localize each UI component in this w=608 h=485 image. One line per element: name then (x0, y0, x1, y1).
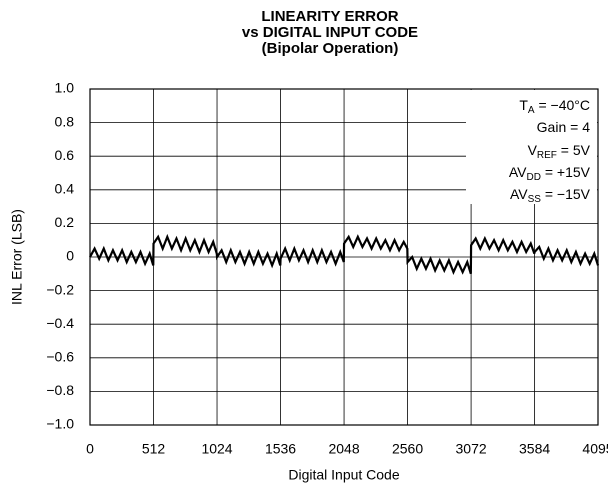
annotation-text: = +15V (541, 164, 591, 180)
annotation-text: T (519, 97, 528, 113)
annotation: TA = −40°C (519, 97, 590, 116)
x-tick-label: 1024 (201, 441, 232, 457)
annotation-text: V (528, 142, 538, 158)
annotation-text: = 5V (557, 142, 591, 158)
annotation-text: Gain = 4 (537, 119, 591, 135)
y-tick-label: −0.6 (46, 349, 74, 365)
annotation-text: = −40°C (535, 97, 590, 113)
chart-title: vs DIGITAL INPUT CODE (242, 24, 418, 41)
y-tick-label: −1.0 (46, 416, 74, 432)
annotation: VREF = 5V (528, 142, 591, 161)
annotation: Gain = 4 (537, 119, 591, 135)
annotation-subscript: DD (527, 172, 541, 183)
y-tick-label: −0.8 (46, 382, 74, 398)
chart-title: LINEARITY ERROR (261, 8, 398, 25)
annotation: AVSS = −15V (510, 186, 591, 205)
chart-title: (Bipolar Operation) (262, 40, 399, 57)
x-tick-label: 3584 (519, 441, 550, 457)
y-tick-label: 1.0 (55, 80, 75, 96)
y-tick-label: 0.4 (55, 181, 75, 197)
y-tick-label: 0.6 (55, 147, 75, 163)
x-tick-label: 2560 (392, 441, 423, 457)
annotation-text: AV (509, 164, 527, 180)
x-tick-label: 0 (86, 441, 94, 457)
data-line (89, 233, 600, 275)
y-axis-label: INL Error (LSB) (9, 209, 25, 305)
annotation-box (466, 90, 597, 204)
annotation: AVDD = +15V (509, 164, 591, 183)
y-tick-label: −0.4 (46, 315, 74, 331)
y-tick-label: 0 (66, 248, 74, 264)
annotation-subscript: A (528, 105, 535, 116)
x-tick-label: 512 (142, 441, 166, 457)
x-axis-label: Digital Input Code (288, 467, 400, 483)
x-tick-label: 1536 (265, 441, 296, 457)
annotation-text: = −15V (541, 186, 591, 202)
x-tick-label: 3072 (456, 441, 487, 457)
y-tick-label: 0.8 (55, 113, 75, 129)
annotation-subscript: REF (537, 150, 557, 161)
x-tick-label: 4095 (582, 441, 608, 457)
annotation-text: AV (510, 186, 528, 202)
annotation-subscript: SS (528, 194, 542, 205)
y-tick-label: −0.2 (46, 281, 74, 297)
y-tick-label: 0.2 (55, 214, 75, 230)
x-tick-label: 2048 (328, 441, 359, 457)
